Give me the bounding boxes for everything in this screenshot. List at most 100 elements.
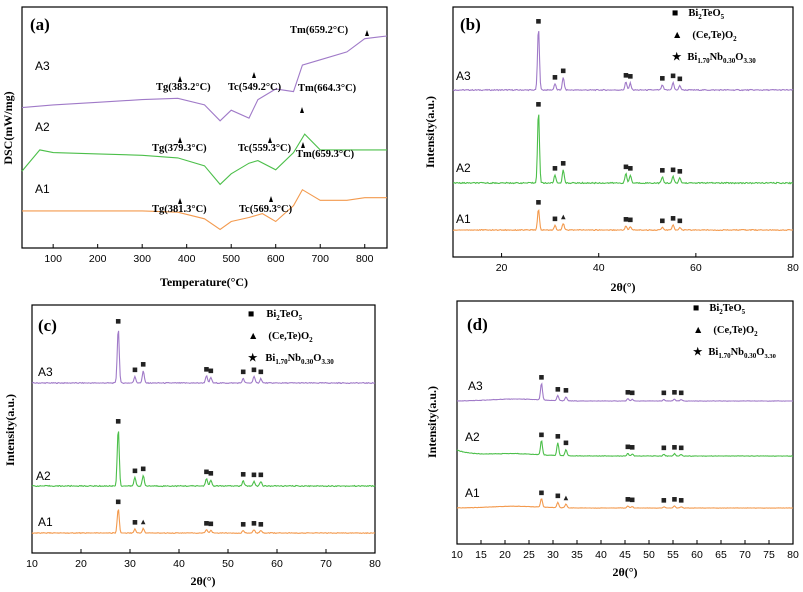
anno-arrow-8 (301, 142, 305, 148)
marker-d-A2-4: ■ (629, 444, 635, 451)
curve-c-A3 (31, 330, 376, 385)
panel-a-tc-A1: Tc(569.3°C) (239, 204, 293, 215)
marker-b-A2-7: ■ (677, 168, 683, 175)
marker-b-A3-5: ■ (660, 75, 666, 82)
panel-b-series-label-A2: A2 (456, 161, 471, 175)
marker-d-A1-4: ■ (629, 497, 635, 504)
marker-d-A2-3: ■ (625, 443, 631, 450)
panel-b-series-label-A1: A1 (456, 212, 471, 226)
panel-a-tc-A2: Tc(559.3°C) (238, 143, 292, 154)
marker-d-A3-7: ■ (678, 390, 684, 397)
xtick-label-a-500: 500 (222, 253, 240, 265)
panel-b-label: (b) (460, 15, 481, 34)
xtick-label-d-30: 30 (547, 549, 559, 561)
anno-arrow-3 (178, 137, 182, 143)
panel-b-xticks: 20 40 60 80 (496, 253, 799, 274)
xtick-label-d-40: 40 (595, 549, 607, 561)
curve-a-A2 (21, 133, 387, 186)
marker-d-A2-5: ■ (661, 444, 667, 451)
xtick-label-b-60: 60 (690, 262, 702, 274)
panel-d-ylabel: Intensity(a.u.) (425, 386, 439, 458)
xtick-label-a-700: 700 (311, 253, 329, 265)
marker-b-A1-6: ■ (670, 215, 676, 222)
legend-c-bi2teo5: ■ Bi2TeO5 (248, 309, 303, 322)
marker-d-A1-6: ■ (672, 496, 678, 503)
panel-d-markers: ■■ ■ ■■ ■ ■ ■■ ■■■■ ■ ■ ■■ ■ ▲ ■■ ■ ■ ■ (539, 374, 685, 504)
marker-c-A2-0: ■ (115, 418, 121, 425)
panel-a-tg-A3: Tg(383.2°C) (156, 82, 211, 93)
panel-c-xlabel: 2θ(°) (190, 574, 215, 588)
marker-c-A3-7: ■ (258, 369, 264, 376)
xtick-label-d-55: 55 (667, 549, 679, 561)
marker-b-A3-0: ■ (536, 18, 542, 25)
marker-c-A1-3: ■ (204, 520, 210, 527)
marker-b-A3-6: ■ (670, 73, 676, 80)
panel-a-ylabel: DSC(mW/mg) (1, 91, 15, 164)
xtick-label-a-800: 800 (356, 253, 374, 265)
anno-arrow-6 (178, 198, 182, 204)
panel-a-series-label-A1: A1 (35, 182, 50, 196)
marker-c-A2-2: ■ (140, 466, 146, 473)
panel-a-tm-A1: Tm(659.3°C) (296, 149, 355, 160)
marker-d-A1-0: ■ (539, 489, 545, 496)
panel-b: (b) Intensity(a.u.) 2θ(°) 20 40 60 80 ■■■■■… (423, 6, 799, 294)
marker-c-A3-0: ■ (115, 318, 121, 325)
marker-b-A3-7: ■ (677, 76, 683, 83)
marker-c-A2-6: ■ (251, 471, 257, 478)
marker-c-A2-3: ■ (204, 468, 210, 475)
panel-d-series-label-A1: A1 (465, 486, 480, 500)
panel-d-label: (d) (467, 315, 488, 334)
panel-b-markers: ■■■■■ ■ ■ ■■■■■■ ■ ■ ■■■ ▲ ■■ ■ ■ ■ (536, 18, 683, 224)
xtick-label-c-20: 20 (75, 558, 87, 570)
marker-d-A3-0: ■ (539, 374, 545, 381)
panel-a-series-label-A2: A2 (35, 120, 50, 134)
panel-d: (d) Intensity(a.u.) 2θ(°) 10 15 20 25 30 35 40… (425, 300, 799, 579)
curve-c-A2 (31, 431, 376, 488)
panel-a-tg-A2: Tg(379.3°C) (152, 143, 207, 154)
xtick-label-a-200: 200 (89, 253, 107, 265)
anno-arrow-2 (365, 30, 369, 36)
marker-c-A2-5: ■ (240, 471, 246, 478)
legend-d-bnb: ★ Bi1.70Nb0.30O3.30 (693, 346, 776, 360)
panel-c-ylabel: Intensity(a.u.) (3, 394, 17, 466)
marker-c-A3-3: ■ (204, 366, 210, 373)
panel-c-series-label-A1: A1 (38, 515, 53, 529)
marker-b-A3-2: ■ (560, 68, 566, 75)
xtick-label-d-75: 75 (763, 549, 775, 561)
marker-c-A1-6: ■ (251, 520, 257, 527)
curve-a-A1 (22, 188, 387, 231)
curve-c-A1 (31, 509, 376, 535)
panel-c-legend: ■ Bi2TeO5 ▲ (Ce,Te)O2 ★ Bi1.70Nb0.30O3.30 (248, 309, 334, 366)
panel-a-series-label-A3: A3 (35, 59, 50, 73)
marker-d-A2-2: ■ (563, 440, 569, 447)
panel-a-label: (a) (30, 15, 50, 34)
panel-a-tg-A1: Tg(381.3°C) (152, 204, 207, 215)
panel-b-ylabel: Intensity(a.u.) (423, 96, 437, 168)
panel-a-tc-A3: Tc(549.2°C) (228, 82, 282, 93)
marker-d-A3-6: ■ (672, 389, 678, 396)
xtick-label-b-20: 20 (496, 262, 508, 274)
marker-c-A3-4: ■ (208, 368, 214, 375)
marker-d-A2-7: ■ (678, 444, 684, 451)
panel-a: (a) DSC(mW/mg) Temperature(°C) 100 200 300… (1, 6, 388, 289)
xtick-label-a-400: 400 (178, 253, 196, 265)
marker-c-A1-7: ■ (258, 521, 264, 528)
panel-d-series-label-A2: A2 (465, 430, 480, 444)
legend-b-bnb: ★ Bi1.70Nb0.30O3.30 (672, 51, 756, 65)
marker-b-A1-1: ■ (552, 216, 558, 223)
marker-d-A1-5: ■ (661, 497, 667, 504)
marker-b-A1-0: ■ (536, 199, 542, 206)
xtick-label-d-15: 15 (475, 549, 487, 561)
panel-a-frame (21, 6, 388, 249)
panel-c-series-label-A2: A2 (36, 469, 51, 483)
xtick-label-a-600: 600 (267, 253, 285, 265)
panel-d-xticks: 10 15 20 25 30 35 40 45 50 55 60 65 70 75 80 (451, 540, 799, 561)
marker-d-A3-1: ■ (555, 386, 561, 393)
marker-d-A3-2: ■ (563, 387, 569, 394)
marker-b-A2-0: ■ (536, 101, 542, 108)
marker-c-A3-1: ■ (132, 366, 138, 373)
panel-a-tm-A3: Tm(659.2°C) (290, 25, 349, 36)
curve-b-A2 (452, 114, 794, 185)
marker-b-A1-7: ■ (677, 217, 683, 224)
